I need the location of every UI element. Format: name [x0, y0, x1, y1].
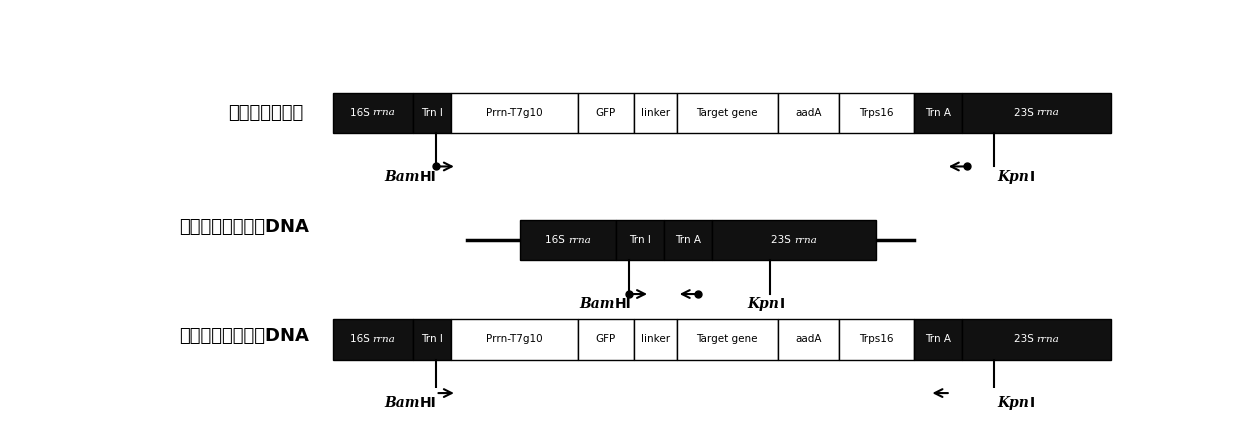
Text: 叶绿体表达载体: 叶绿体表达载体 — [228, 104, 303, 122]
Text: Trps16: Trps16 — [859, 108, 894, 118]
Bar — [578, 319, 634, 360]
Text: I: I — [780, 297, 785, 311]
Text: aadA: aadA — [795, 108, 822, 118]
Bar — [634, 92, 677, 133]
Text: 16S: 16S — [350, 334, 373, 344]
Text: Prrn-T7g10: Prrn-T7g10 — [486, 334, 543, 344]
Text: I: I — [1029, 396, 1034, 410]
Text: Kpn: Kpn — [998, 170, 1029, 184]
Text: rrna: rrna — [794, 236, 817, 245]
Bar — [914, 319, 962, 360]
Text: rrna: rrna — [1037, 335, 1059, 344]
Text: Prrn-T7g10: Prrn-T7g10 — [486, 108, 543, 118]
Text: 16S: 16S — [546, 235, 568, 245]
Bar — [677, 92, 777, 133]
Text: Bam: Bam — [384, 170, 419, 184]
Text: Bam: Bam — [579, 297, 614, 311]
Text: Trn A: Trn A — [925, 108, 951, 118]
Bar — [332, 319, 413, 360]
Text: rrna: rrna — [373, 108, 396, 117]
Bar — [712, 220, 875, 260]
Text: linker: linker — [641, 108, 670, 118]
Bar — [839, 92, 914, 133]
Text: Trn A: Trn A — [676, 235, 702, 245]
Bar — [777, 92, 839, 133]
Bar — [677, 319, 777, 360]
Text: Kpn: Kpn — [998, 396, 1029, 410]
Text: 23S: 23S — [771, 235, 794, 245]
Text: linker: linker — [641, 334, 670, 344]
Text: Trn A: Trn A — [925, 334, 951, 344]
Text: aadA: aadA — [795, 334, 822, 344]
Text: rrna: rrna — [373, 335, 396, 344]
Text: 16S: 16S — [350, 108, 373, 118]
Text: rrna: rrna — [568, 236, 591, 245]
Text: Bam: Bam — [384, 396, 419, 410]
Text: rrna: rrna — [1037, 108, 1059, 117]
Bar — [839, 319, 914, 360]
Text: HI: HI — [614, 297, 631, 311]
Text: HI: HI — [419, 396, 436, 410]
Bar — [451, 319, 578, 360]
Text: GFP: GFP — [595, 108, 616, 118]
Text: 野生型植株叶绿体DNA: 野生型植株叶绿体DNA — [180, 218, 309, 236]
Bar — [521, 220, 616, 260]
Text: Trn I: Trn I — [420, 334, 443, 344]
Bar — [665, 220, 712, 260]
Text: 23S: 23S — [1013, 108, 1037, 118]
Text: Kpn: Kpn — [748, 297, 780, 311]
Bar — [332, 92, 413, 133]
Bar — [413, 319, 451, 360]
Bar — [616, 220, 665, 260]
Bar — [413, 92, 451, 133]
Bar — [634, 319, 677, 360]
Bar — [962, 319, 1111, 360]
Bar — [962, 92, 1111, 133]
Text: GFP: GFP — [595, 334, 616, 344]
Bar — [777, 319, 839, 360]
Text: I: I — [1029, 170, 1034, 184]
Bar — [578, 92, 634, 133]
Text: Trn I: Trn I — [630, 235, 651, 245]
Text: Target gene: Target gene — [697, 334, 758, 344]
Text: HI: HI — [419, 170, 436, 184]
Text: Trps16: Trps16 — [859, 334, 894, 344]
Text: 转基因植株叶绿体DNA: 转基因植株叶绿体DNA — [180, 327, 309, 345]
Bar — [451, 92, 578, 133]
Text: Trn I: Trn I — [420, 108, 443, 118]
Text: Target gene: Target gene — [697, 108, 758, 118]
Text: 23S: 23S — [1013, 334, 1037, 344]
Bar — [914, 92, 962, 133]
